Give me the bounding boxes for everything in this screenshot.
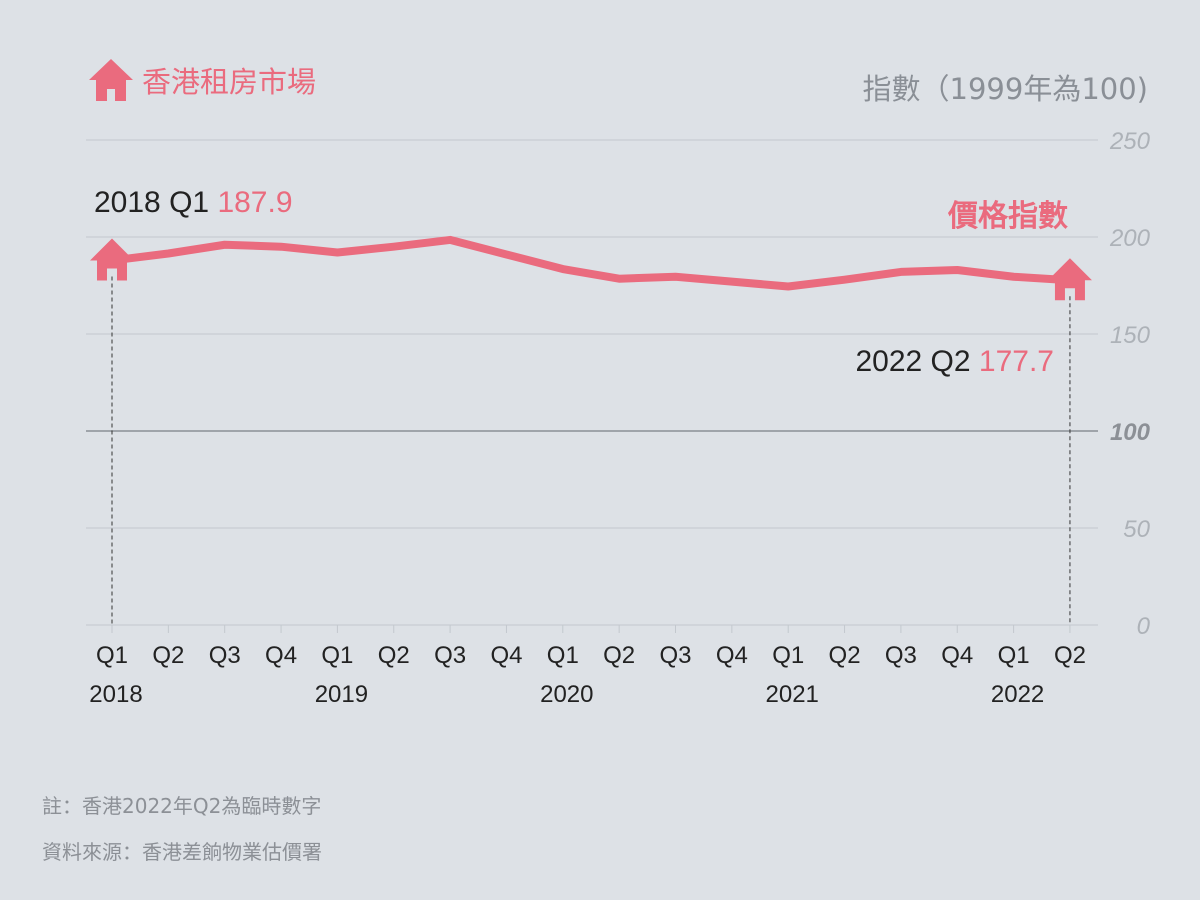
data-point [956, 269, 958, 271]
year-label: 2020 [540, 681, 593, 708]
footnote: 註：香港2022年Q2為臨時數字 [42, 794, 322, 818]
year-label: 2022 [991, 681, 1044, 708]
x-tick-label: Q4 [265, 642, 297, 669]
data-point [336, 252, 338, 254]
x-tick-label: Q1 [772, 642, 804, 669]
x-tick-label: Q1 [547, 642, 579, 669]
annotation-start-value: 187.9 [217, 186, 292, 219]
data-point [167, 252, 169, 254]
title-text: 香港租房市場 [142, 65, 317, 99]
y-tick-label: 200 [1109, 225, 1151, 252]
data-point [449, 239, 451, 241]
annotation-start: 2018 Q1 187.9 [94, 186, 293, 219]
y-tick-label: 50 [1123, 516, 1150, 543]
data-point [505, 253, 507, 255]
data-point [280, 246, 282, 248]
x-tick-label: Q2 [603, 642, 635, 669]
data-point [900, 271, 902, 273]
x-tick-label: Q2 [378, 642, 410, 669]
data-point [224, 244, 226, 246]
data-point [1013, 276, 1015, 278]
x-tick-label: Q2 [1054, 642, 1086, 669]
x-tick-label: Q1 [998, 642, 1030, 669]
x-tick-label: Q4 [941, 642, 973, 669]
x-tick-label: Q3 [659, 642, 691, 669]
data-point [731, 281, 733, 283]
year-label: 2018 [89, 681, 142, 708]
data-point [393, 246, 395, 248]
x-tick-label: Q3 [434, 642, 466, 669]
year-label: 2021 [766, 681, 819, 708]
y-tick-label: 250 [1109, 128, 1151, 155]
house-icon [1047, 258, 1092, 301]
house-icon [90, 238, 134, 281]
data-point [787, 285, 789, 287]
x-tick-label: Q1 [96, 642, 128, 669]
chart-title: 香港租房市場 [88, 58, 316, 102]
annotation-end-period: 2022 Q2 [855, 345, 978, 378]
x-tick-label: Q3 [885, 642, 917, 669]
x-tick-label: Q4 [490, 642, 522, 669]
year-label: 2019 [315, 681, 368, 708]
house-icon [89, 59, 133, 101]
x-tick-label: Q2 [829, 642, 861, 669]
x-tick-label: Q2 [152, 642, 184, 669]
data-point [844, 279, 846, 281]
data-point [675, 276, 676, 278]
source-note: 資料來源：香港差餉物業估價署 [42, 840, 322, 864]
annotation-end-value: 177.7 [979, 345, 1054, 378]
data-point [562, 268, 564, 270]
x-tick-label: Q4 [716, 642, 748, 669]
annotation-end: 2022 Q2 177.7 [855, 345, 1054, 378]
y-tick-label: 100 [1110, 419, 1151, 446]
unit-label: 指數（1999年為100) [862, 72, 1148, 106]
x-tick-label: Q1 [321, 642, 353, 669]
y-tick-label: 0 [1137, 613, 1151, 640]
series-label: 價格指數 [947, 199, 1068, 234]
series-line [108, 235, 1074, 291]
x-tick-label: Q3 [209, 642, 241, 669]
data-point [618, 278, 620, 280]
annotation-start-period: 2018 Q1 [94, 186, 217, 219]
y-tick-label: 150 [1110, 322, 1151, 349]
